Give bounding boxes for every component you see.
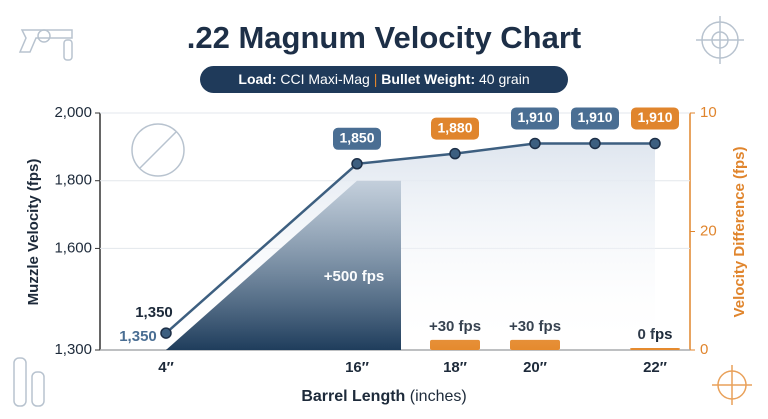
value-label: 1,350 bbox=[135, 304, 173, 321]
subtitle-part: | bbox=[374, 71, 378, 87]
x-tick-label: 18″ bbox=[443, 359, 467, 376]
x-tick-label: 20″ bbox=[523, 359, 547, 376]
x-axis-title-main: Barrel Length bbox=[301, 388, 405, 405]
y2-axis-title: Velocity Difference (fps) bbox=[731, 147, 748, 318]
value-label: 1,910 bbox=[577, 109, 612, 125]
value-label: 1,910 bbox=[517, 109, 552, 125]
point bbox=[649, 137, 661, 150]
annotation: 1,350 bbox=[119, 328, 157, 345]
point bbox=[449, 147, 461, 160]
x-tick-label: 16″ bbox=[345, 359, 369, 376]
subtitle-pill bbox=[200, 66, 568, 93]
y2-tick-label: 20 bbox=[700, 222, 717, 239]
decor-icons bbox=[13, 16, 752, 407]
y-axis-title: Muzzle Velocity (fps) bbox=[25, 159, 42, 306]
value-label: 1,850 bbox=[339, 129, 374, 145]
x-tick-label: 22″ bbox=[643, 359, 667, 376]
value-label-box bbox=[511, 107, 559, 130]
point bbox=[589, 137, 601, 150]
y2-tick-label: 10 bbox=[700, 104, 717, 121]
y-tick-label: 1,800 bbox=[54, 172, 92, 189]
value-label: 1,880 bbox=[437, 119, 472, 135]
subtitle-part: Load: bbox=[238, 71, 276, 87]
point bbox=[160, 327, 172, 339]
value-label-box bbox=[631, 107, 679, 130]
value-label: 1,910 bbox=[637, 109, 672, 125]
y-tick-label: 2,000 bbox=[54, 104, 92, 121]
subtitle-part: CCI Maxi-Mag bbox=[280, 71, 369, 87]
chart-title: .22 Magnum Velocity Chart bbox=[187, 20, 582, 55]
point bbox=[529, 137, 541, 150]
subtitle-part: 40 grain bbox=[479, 71, 530, 87]
x-axis-title: Barrel Length (inches) bbox=[301, 388, 466, 405]
x-axis-unit: (inches) bbox=[410, 388, 467, 405]
y-tick-label: 1,600 bbox=[54, 239, 92, 256]
value-label-box bbox=[431, 117, 479, 140]
point bbox=[351, 158, 363, 170]
y2-tick-label: 0 bbox=[700, 341, 708, 358]
value-label-box bbox=[571, 107, 619, 130]
subtitle: Load: CCI Maxi-Mag | Bullet Weight: 40 g… bbox=[238, 71, 529, 87]
subtitle-part: Bullet Weight: bbox=[381, 71, 475, 87]
x-tick-label: 4″ bbox=[158, 359, 174, 376]
line bbox=[165, 142, 655, 335]
value-label-box bbox=[333, 127, 381, 150]
y-tick-label: 1,300 bbox=[54, 341, 92, 358]
line-area bbox=[166, 143, 655, 350]
